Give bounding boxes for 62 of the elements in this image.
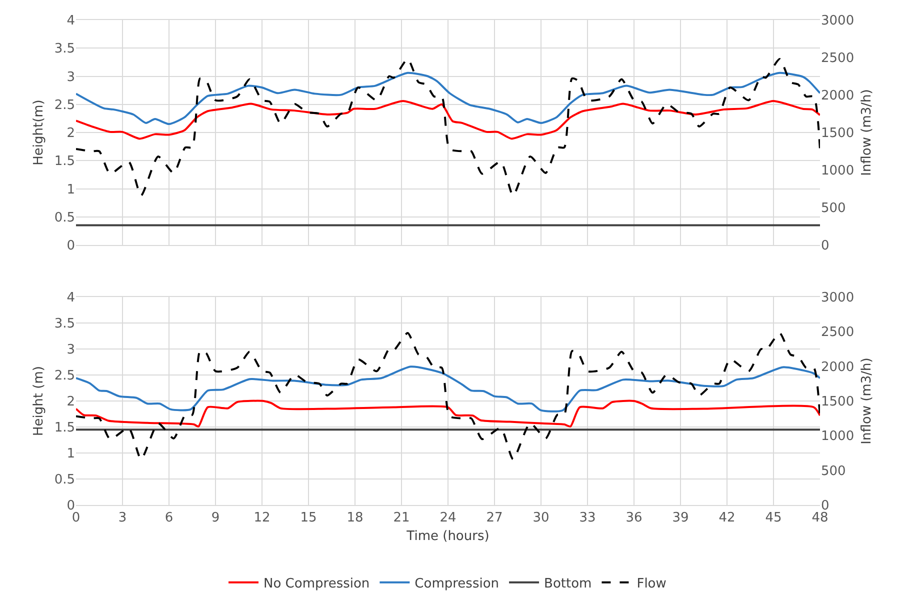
x-tick-label: 48 (812, 510, 828, 526)
line-series (76, 400, 820, 428)
y-tick-label: 3 (66, 70, 75, 85)
x-tick-label: 6 (164, 510, 174, 526)
x-tick-label: 15 (300, 510, 317, 526)
y2-tick-label: 500 (821, 201, 846, 216)
legend-label: No Compression (264, 576, 370, 592)
y2-tick-label: 2000 (821, 360, 854, 375)
y-tick-label: 2.5 (54, 98, 75, 113)
y-tick-label: 0 (66, 498, 75, 514)
line-series (76, 72, 820, 126)
y2-tick-label: 3000 (821, 14, 854, 29)
y-tick-label: 1 (66, 446, 75, 462)
x-tick-label: 9 (211, 510, 220, 526)
y2-tick-label: 2500 (821, 51, 854, 66)
legend-label: Compression (414, 576, 500, 592)
y-tick-label: 1.5 (54, 420, 75, 436)
y-axis-title: Height(m) (31, 100, 46, 166)
y-tick-label: 3 (66, 342, 75, 358)
y2-tick-label: 3000 (821, 290, 854, 306)
y-tick-label: 0.5 (54, 472, 75, 488)
x-axis-title: Time (hours) (406, 529, 490, 544)
y-tick-label: 0.5 (54, 210, 75, 226)
line-series (76, 332, 820, 460)
x-tick-label: 33 (579, 510, 596, 526)
y-axis-title: Height (m) (31, 366, 46, 436)
y2-tick-label: 1000 (821, 164, 854, 179)
x-tick-label: 3 (118, 510, 127, 526)
y-tick-label: 2 (66, 126, 75, 142)
y2-tick-label: 1500 (821, 394, 854, 410)
y2-tick-label: 2000 (821, 88, 854, 104)
y-tick-label: 0 (66, 238, 75, 254)
y2-tick-label: 500 (821, 464, 846, 479)
x-tick-label: 24 (440, 510, 456, 526)
x-tick-label: 18 (346, 510, 364, 526)
y-tick-label: 2.5 (54, 368, 75, 384)
y-tick-label: 1.5 (54, 154, 75, 170)
y2-axis-title: Inflow (m3/h) (860, 358, 875, 444)
legend-label: Flow (636, 576, 667, 592)
y2-tick-label: 2500 (821, 325, 854, 340)
x-tick-label: 30 (532, 510, 550, 526)
y2-tick-label: 1500 (821, 126, 854, 142)
y2-axis-title: Inflow (m3/h) (860, 89, 875, 176)
x-tick-label: 42 (718, 510, 736, 526)
line-series (76, 366, 820, 412)
x-tick-label: 27 (486, 510, 503, 526)
y-tick-label: 1 (66, 182, 75, 198)
y2-tick-label: 1000 (821, 429, 854, 444)
x-tick-label: 45 (765, 510, 782, 526)
y-tick-label: 3.5 (54, 316, 75, 332)
y-tick-label: 2 (66, 394, 75, 410)
x-tick-label: 36 (626, 510, 642, 526)
y-tick-label: 4 (66, 14, 75, 29)
line-series (76, 100, 820, 140)
y2-tick-label: 0 (821, 238, 830, 254)
line-series (76, 58, 820, 196)
legend-label: Bottom (544, 576, 592, 592)
y-tick-label: 4 (66, 290, 75, 306)
x-tick-label: 12 (254, 510, 270, 526)
y-tick-label: 3.5 (54, 42, 75, 57)
x-tick-label: 21 (393, 510, 410, 526)
x-tick-label: 39 (672, 510, 689, 526)
